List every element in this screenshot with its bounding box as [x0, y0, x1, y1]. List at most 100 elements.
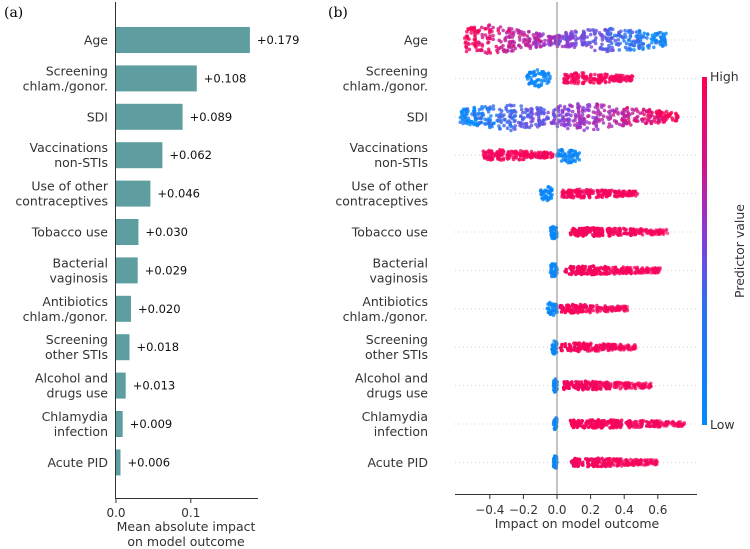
- beeswarm-point: [656, 230, 660, 235]
- beeswarm-point: [562, 386, 566, 391]
- beeswarm-point: [642, 31, 647, 36]
- beeswarm-point: [538, 106, 542, 110]
- beeswarm-point: [477, 107, 482, 112]
- beeswarm-point: [539, 39, 543, 44]
- beeswarm-point: [614, 383, 618, 387]
- beeswarm-point: [587, 114, 591, 118]
- beeswarm-category-label: Bacterial: [373, 255, 428, 270]
- beeswarm-point: [644, 121, 648, 125]
- beeswarm-point: [626, 117, 631, 121]
- beeswarm-point: [589, 306, 593, 310]
- beeswarm-point: [605, 31, 609, 36]
- beeswarm-point: [563, 342, 567, 346]
- beeswarm-point: [536, 85, 541, 89]
- beeswarm-point: [627, 120, 631, 124]
- bar: [116, 372, 126, 399]
- beeswarm-point: [654, 458, 659, 462]
- beeswarm-point: [565, 74, 569, 79]
- beeswarm-point: [596, 79, 601, 84]
- beeswarm-point: [584, 381, 588, 385]
- beeswarm-point: [550, 274, 554, 278]
- beeswarm-point: [662, 230, 666, 235]
- beeswarm-point: [538, 111, 543, 116]
- beeswarm-point: [633, 232, 638, 236]
- beeswarm-point: [569, 232, 573, 237]
- beeswarm-point: [628, 35, 633, 39]
- beeswarm-category-label: Screening: [366, 63, 428, 78]
- beeswarm-point: [467, 27, 471, 32]
- beeswarm-point: [621, 194, 625, 199]
- beeswarm-point: [656, 40, 661, 44]
- beeswarm-point: [599, 103, 604, 107]
- beeswarm-point: [546, 71, 551, 75]
- beeswarm-point: [612, 229, 616, 234]
- beeswarm-point: [572, 345, 576, 350]
- beeswarm-point: [609, 382, 613, 386]
- beeswarm-point: [646, 270, 650, 275]
- beeswarm-point: [464, 111, 469, 115]
- beeswarm-point: [568, 160, 573, 165]
- beeswarm-point: [569, 148, 573, 153]
- beeswarm-point: [629, 123, 633, 127]
- beeswarm-point: [499, 118, 503, 123]
- beeswarm-x-tick-label: 0.2: [581, 503, 600, 517]
- beeswarm-point: [534, 79, 538, 84]
- beeswarm-point: [593, 268, 598, 273]
- beeswarm-point: [611, 48, 615, 52]
- bar: [116, 334, 130, 361]
- bar-category-label: Screening: [46, 332, 108, 347]
- beeswarm-point: [603, 305, 608, 309]
- beeswarm-point: [574, 30, 579, 35]
- beeswarm-point: [570, 271, 574, 276]
- bar: [116, 103, 183, 130]
- beeswarm-point: [550, 269, 555, 273]
- beeswarm-point: [519, 124, 524, 129]
- beeswarm-point: [562, 194, 566, 199]
- bar-value-label: +0.006: [128, 455, 171, 469]
- bar: [116, 65, 197, 92]
- beeswarm-point: [582, 385, 587, 389]
- beeswarm-point: [526, 114, 530, 119]
- beeswarm-point: [487, 121, 491, 126]
- beeswarm-point: [643, 384, 647, 389]
- beeswarm-point: [660, 43, 665, 48]
- beeswarm-point: [593, 347, 597, 352]
- beeswarm-point: [494, 153, 499, 158]
- beeswarm-point: [612, 189, 617, 194]
- beeswarm-point: [516, 120, 521, 125]
- beeswarm-point: [658, 230, 663, 235]
- beeswarm-point: [505, 155, 510, 159]
- beeswarm-point: [616, 37, 620, 42]
- beeswarm-point: [624, 120, 628, 125]
- beeswarm-point: [570, 304, 575, 308]
- beeswarm-point: [460, 110, 464, 115]
- beeswarm-point: [552, 379, 556, 383]
- beeswarm-point: [639, 385, 644, 389]
- beeswarm-point: [632, 270, 636, 275]
- beeswarm-point: [619, 343, 623, 347]
- bar-value-label: +0.018: [137, 340, 180, 354]
- beeswarm-point: [617, 33, 621, 37]
- beeswarm-point: [619, 381, 624, 386]
- beeswarm-point: [594, 78, 598, 82]
- beeswarm-point: [593, 72, 597, 77]
- beeswarm-point: [563, 344, 567, 349]
- beeswarm-point: [597, 460, 601, 464]
- beeswarm-point: [471, 27, 475, 31]
- beeswarm-point: [629, 271, 633, 276]
- bar-chart-value-labels: +0.179 +0.108 +0.089 +0.062 +0.046 +0.030 +0.0…: [128, 33, 300, 469]
- beeswarm-point: [538, 154, 542, 159]
- beeswarm-point: [588, 230, 592, 234]
- beeswarm-point: [585, 126, 589, 130]
- beeswarm-point: [542, 108, 546, 112]
- beeswarm-point: [611, 421, 616, 426]
- beeswarm-point: [536, 71, 541, 76]
- beeswarm-point: [671, 423, 676, 428]
- beeswarm-point: [551, 119, 556, 123]
- beeswarm-point: [622, 227, 627, 231]
- beeswarm-point: [549, 155, 553, 160]
- beeswarm-point: [593, 41, 598, 46]
- beeswarm-point: [581, 227, 586, 232]
- beeswarm-point: [591, 121, 596, 126]
- beeswarm-point: [538, 189, 543, 193]
